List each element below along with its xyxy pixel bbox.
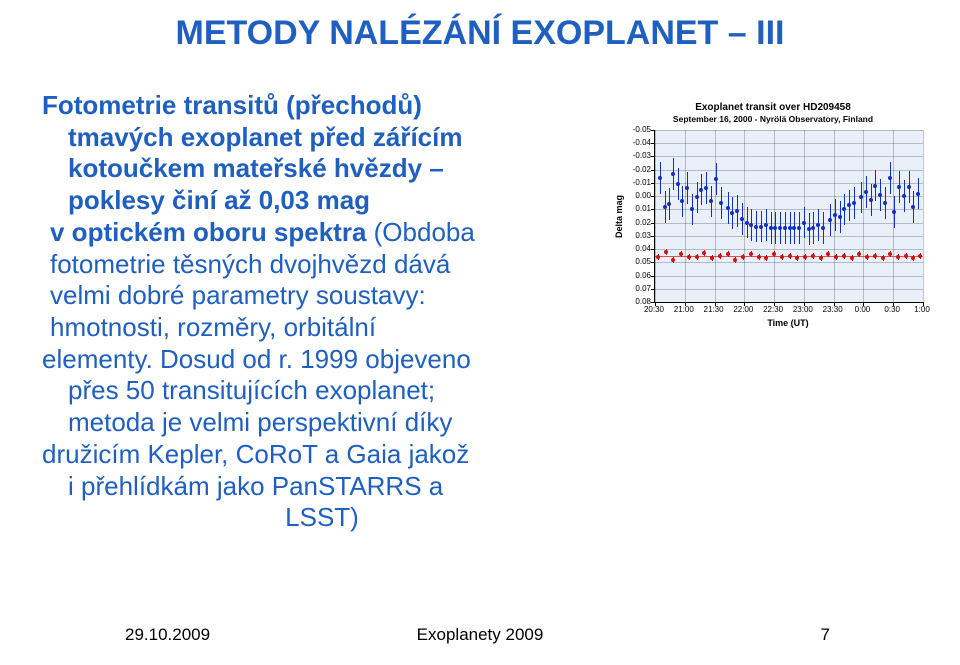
body-text: Fotometrie transitů (přechodů) tmavých e… — [42, 90, 602, 534]
body-line: elementy. Dosud od r. 1999 objeveno — [42, 344, 602, 376]
chart-xtick: 0:00 — [847, 305, 877, 314]
body-line-normal: (Obdoba — [366, 217, 474, 247]
footer-page: 7 — [821, 625, 830, 645]
chart-xtick: 22:00 — [728, 305, 758, 314]
chart-ytick: 0.07 — [629, 284, 651, 293]
chart-xtick: 1:00 — [907, 305, 937, 314]
chart-ytick: -0.02 — [629, 165, 651, 174]
body-line: Fotometrie transitů (přechodů) — [42, 90, 602, 122]
chart-ytick: 0.03 — [629, 231, 651, 240]
chart-ylabel: Delta mag — [614, 130, 628, 302]
body-line: hmotnosti, rozměry, orbitální — [42, 312, 602, 344]
slide: METODY NALÉZÁNÍ EXOPLANET – III Fotometr… — [0, 0, 960, 665]
body-line: v optickém oboru spektra (Obdoba — [42, 217, 602, 249]
body-line: přes 50 transitujících exoplanet; — [42, 375, 602, 407]
footer-title: Exoplanety 2009 — [0, 625, 960, 645]
chart-ytick: 0.01 — [629, 204, 651, 213]
body-line: LSST) — [42, 502, 602, 534]
chart-xtick: 22:30 — [758, 305, 788, 314]
body-line: metoda je velmi perspektivní díky — [42, 407, 602, 439]
chart-xlabel: Time (UT) — [654, 318, 922, 328]
chart-title: Exoplanet transit over HD209458 — [612, 102, 934, 113]
chart-ytick: 0.05 — [629, 257, 651, 266]
chart-ytick: 0.02 — [629, 218, 651, 227]
body-line: poklesy činí až 0,03 mag — [42, 185, 602, 217]
body-line-bold: v optickém oboru spektra — [50, 217, 366, 247]
body-line: i přehlídkám jako PanSTARRS a — [42, 471, 602, 503]
slide-title: METODY NALÉZÁNÍ EXOPLANET – III — [0, 14, 960, 53]
chart-xtick: 0:30 — [877, 305, 907, 314]
transit-chart: Exoplanet transit over HD209458 Septembe… — [612, 102, 934, 334]
chart-xtick: 21:00 — [669, 305, 699, 314]
body-line: kotoučkem mateřské hvězdy – — [42, 153, 602, 185]
body-line: fotometrie těsných dvojhvězd dává — [42, 249, 602, 281]
chart-ytick: -0.04 — [629, 138, 651, 147]
chart-xtick: 20:30 — [639, 305, 669, 314]
chart-ytick: 0.00 — [629, 191, 651, 200]
chart-xtick: 21:30 — [699, 305, 729, 314]
chart-xtick: 23:00 — [788, 305, 818, 314]
chart-plot-area — [654, 130, 923, 303]
body-line: velmi dobré parametry soustavy: — [42, 280, 602, 312]
chart-ytick: 0.06 — [629, 271, 651, 280]
chart-ytick: -0.03 — [629, 151, 651, 160]
chart-ytick: 0.04 — [629, 244, 651, 253]
chart-xtick: 23:30 — [818, 305, 848, 314]
body-line: družicím Kepler, CoRoT a Gaia jakož — [42, 439, 602, 471]
chart-ytick: -0.05 — [629, 125, 651, 134]
chart-subtitle: September 16, 2000 - Nyrölä Observatory,… — [612, 114, 934, 124]
body-line: tmavých exoplanet před zářícím — [42, 122, 602, 154]
chart-ytick: -0.01 — [629, 178, 651, 187]
